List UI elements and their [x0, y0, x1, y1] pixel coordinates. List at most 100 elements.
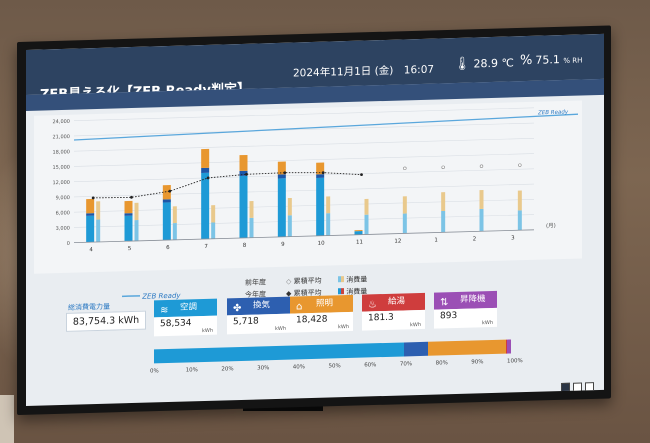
this-year-bar-darkblue — [277, 174, 286, 179]
zeb-ready-line — [73, 113, 579, 141]
x-tick-label: 12 — [394, 239, 401, 245]
prev-year-bar-blue — [249, 217, 254, 238]
cumulative-average-point — [245, 172, 248, 176]
category-header: ⌂ 照明 — [290, 294, 353, 314]
prev-year-bar-blue — [134, 220, 139, 241]
datetime: 2024年11月1日 (金) 16:07 — [293, 63, 435, 80]
temperature-readout: 🌡 28.9 ℃ — [454, 55, 514, 72]
category-card: ≋ 空調 58,534 kWh — [154, 298, 217, 337]
x-tick-label: 3 — [511, 235, 515, 241]
ratio-tick-label: 30% — [257, 365, 270, 372]
grid-line — [74, 138, 534, 152]
this-year-bar-orange — [86, 198, 95, 214]
prev-year-bar-blue — [287, 215, 292, 237]
this-year-bar-orange — [162, 185, 171, 200]
category-card: ⇅ 昇降機 893 kWh — [434, 290, 497, 329]
legend-zeb-ready: ZEB Ready — [122, 292, 181, 302]
cumulative-average-point — [321, 171, 325, 175]
tv-screen: 2024年11月1日 (金) 16:07 🌡 28.9 ℃ % 75.1 % RH … — [26, 33, 604, 406]
ratio-tick-label: 20% — [221, 366, 234, 373]
category-card: ♨ 給湯 181.3 kWh — [362, 292, 425, 331]
category-header: ♨ 給湯 — [362, 292, 425, 312]
this-year-bar-darkblue — [86, 213, 95, 216]
category-value-box: 58,534 kWh — [154, 315, 217, 337]
prev-usage-swatch — [338, 276, 344, 283]
category-unit: kWh — [274, 325, 286, 333]
category-unit: kWh — [481, 319, 493, 327]
humidity-unit: % RH — [563, 56, 583, 65]
this-year-bar-blue — [316, 177, 325, 236]
grid-line — [74, 153, 534, 167]
prev-cumulative-point — [441, 165, 445, 169]
x-tick-label: 1 — [434, 237, 437, 243]
this-year-bar-darkblue — [124, 213, 133, 216]
grid-line — [74, 122, 534, 137]
this-usage-swatch — [338, 288, 344, 295]
ratio-tick-label: 50% — [328, 363, 341, 370]
y-tick-label: 24,000 — [53, 119, 70, 125]
legend-cum-avg-prev: ◇ 累積平均 — [286, 276, 322, 287]
this-year-bar-orange — [239, 154, 248, 171]
prev-year-bar-blue — [402, 213, 407, 234]
this-year-bar-blue — [162, 202, 171, 241]
this-year-bar-blue — [124, 215, 133, 242]
prev-year-bar-orange — [517, 190, 522, 211]
ratio-segment — [507, 339, 511, 354]
prev-cumulative-point — [518, 163, 522, 167]
ratio-tick-label: 100% — [507, 358, 523, 365]
this-year-bar-darkblue — [316, 174, 325, 178]
category-unit: kWh — [337, 323, 349, 331]
legend-usage-prev-label: 消費量 — [346, 275, 368, 285]
x-tick-label: 2 — [473, 236, 476, 242]
category-header: ✤ 換気 — [227, 296, 290, 316]
ratio-tick-label: 80% — [435, 360, 448, 367]
temperature-value: 28.9 ℃ — [473, 56, 514, 71]
legend-cum-avg-prev-label: 累積平均 — [293, 276, 322, 286]
page-dot[interactable] — [573, 382, 582, 392]
x-tick-label: 4 — [89, 247, 93, 253]
prev-year-bar-orange — [96, 201, 101, 220]
cumulative-average-point — [168, 189, 172, 193]
prev-year-bar-orange — [326, 196, 331, 214]
y-tick-label: 9,000 — [56, 195, 70, 201]
prev-year-bar-orange — [402, 196, 407, 214]
grid-line — [74, 183, 534, 198]
prev-year-bar-blue — [364, 214, 369, 235]
prev-year-bar-blue — [172, 223, 177, 240]
x-tick-label: 11 — [356, 240, 363, 246]
ratio-tick-label: 0% — [150, 368, 159, 375]
grid-line — [74, 199, 534, 213]
page-dot[interactable] — [561, 382, 570, 393]
y-tick-label: 12,000 — [53, 180, 70, 186]
open-diamond-icon: ◇ — [286, 277, 292, 286]
prev-year-bar-orange — [441, 192, 446, 212]
page-dot[interactable] — [585, 382, 594, 392]
category-card: ✤ 換気 5,718 kWh — [227, 296, 290, 335]
this-year-bar-orange — [201, 148, 210, 168]
ratio-segment — [154, 342, 404, 364]
ratio-tick-label: 90% — [471, 359, 484, 366]
cumulative-average-point — [360, 173, 363, 177]
grid-line — [74, 214, 534, 228]
y-tick-label: 6,000 — [56, 210, 70, 216]
y-tick-label: 15,000 — [53, 165, 70, 171]
this-year-bar-orange — [354, 230, 363, 232]
category-name: 照明 — [316, 298, 334, 309]
prev-year-bar-orange — [134, 202, 139, 221]
this-year-bar-orange — [124, 200, 133, 214]
cumulative-average-point — [91, 196, 95, 200]
category-value-box: 5,718 kWh — [227, 313, 290, 335]
zeb-ready-line-label: ZEB Ready — [537, 109, 569, 116]
prev-year-bar-orange — [249, 201, 254, 218]
cumulative-average-point — [130, 195, 133, 199]
legend-prev-year: 前年度 — [245, 278, 266, 287]
category-value: 18,428 — [296, 314, 328, 326]
ratio-tick-label: 40% — [292, 364, 306, 371]
y-tick-label: 18,000 — [53, 149, 70, 155]
total-usage-value: 83,754.3 kWh — [66, 310, 146, 332]
prev-year-bar-blue — [517, 210, 522, 231]
x-axis-unit: (月) — [546, 222, 556, 229]
ratio-segment — [427, 339, 507, 356]
monthly-usage-chart: 24,000 21,000 18,000 15,000 12,000 9,000 6,000… — [34, 100, 582, 274]
cumulative-average-line — [93, 172, 362, 199]
